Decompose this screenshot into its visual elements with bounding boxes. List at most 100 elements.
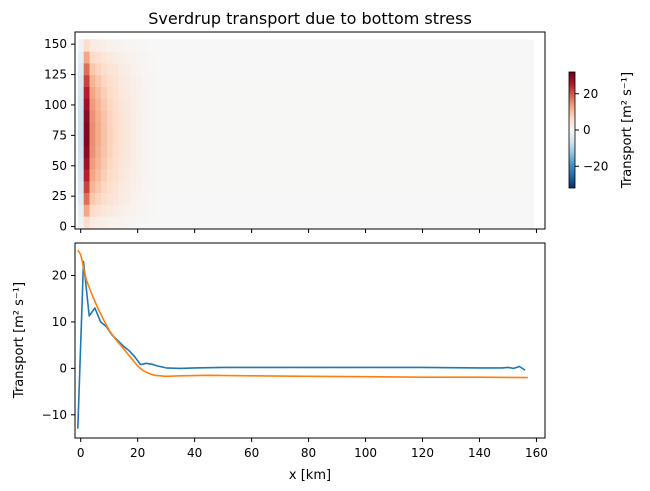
line-frame bbox=[74, 242, 546, 439]
heatmap-cell bbox=[130, 74, 137, 88]
heatmap-cell bbox=[112, 39, 120, 52]
heatmap-cell bbox=[135, 121, 143, 135]
heatmap-cell bbox=[141, 109, 149, 123]
heatmap-cell bbox=[89, 204, 96, 217]
heatmap-cell bbox=[141, 74, 149, 88]
heatmap-y-tick-label: 0 bbox=[59, 220, 67, 234]
heatmap-cell bbox=[112, 204, 120, 217]
heatmap-cell bbox=[95, 204, 102, 217]
heatmap-cell bbox=[135, 51, 143, 64]
heatmap-cell bbox=[95, 168, 102, 182]
heatmap-y-tick-label: 125 bbox=[44, 68, 67, 82]
heatmap-cell bbox=[135, 109, 143, 123]
heatmap-cell bbox=[83, 133, 91, 146]
heatmap-cell bbox=[124, 145, 131, 158]
heatmap-cell bbox=[124, 39, 131, 52]
heatmap-cell bbox=[83, 157, 91, 170]
heatmap-cell bbox=[135, 192, 143, 205]
heatmap-cell bbox=[95, 86, 102, 99]
heatmap-panel: 0 25 50 75 100 125 150 bbox=[44, 31, 546, 234]
heatmap-cell bbox=[124, 98, 131, 111]
line-x-tick-label: 80 bbox=[301, 446, 316, 460]
colorbar-label: Transport [m² s⁻¹] bbox=[620, 72, 635, 189]
heatmap-cell bbox=[130, 109, 137, 123]
heatmap-cell bbox=[77, 180, 85, 194]
heatmap-cell bbox=[118, 98, 125, 111]
heatmap-cell bbox=[130, 216, 137, 229]
heatmap-cell bbox=[147, 109, 157, 123]
heatmap-cell bbox=[89, 168, 96, 182]
heatmap-cell bbox=[147, 133, 157, 146]
heatmap-y-tick-label: 50 bbox=[52, 159, 67, 173]
heatmap-cell bbox=[112, 157, 120, 170]
heatmap-cell bbox=[141, 157, 149, 170]
heatmap-cell bbox=[77, 133, 85, 146]
heatmap-cell bbox=[147, 145, 157, 158]
heatmap-cell bbox=[135, 145, 143, 158]
heatmap-cell bbox=[141, 180, 149, 194]
heatmap-cell bbox=[101, 109, 108, 123]
heatmap-cell bbox=[130, 51, 137, 64]
heatmap-cell bbox=[89, 51, 96, 64]
heatmap-cell bbox=[83, 168, 91, 182]
heatmap-cell bbox=[156, 180, 534, 194]
heatmap-cell bbox=[83, 86, 91, 99]
heatmap-cell bbox=[156, 98, 534, 111]
heatmap-cell bbox=[101, 62, 108, 76]
heatmap-y-tick-label: 150 bbox=[44, 37, 67, 51]
heatmap-cell bbox=[130, 204, 137, 217]
heatmap-cell bbox=[101, 121, 108, 135]
heatmap-cell bbox=[147, 168, 157, 182]
heatmap-y-axis: 0 25 50 75 100 125 150 bbox=[44, 37, 75, 234]
heatmap-cell bbox=[106, 74, 114, 88]
heatmap-cell bbox=[112, 121, 120, 135]
heatmap-cell bbox=[77, 121, 85, 135]
line-x-tick-label: 120 bbox=[411, 446, 434, 460]
heatmap-cell bbox=[83, 216, 91, 229]
heatmap-cell bbox=[95, 62, 102, 76]
heatmap-cell bbox=[77, 109, 85, 123]
heatmap-cell bbox=[106, 145, 114, 158]
line-x-tick-label: 0 bbox=[77, 446, 85, 460]
line-y-tick-label: 20 bbox=[52, 269, 67, 283]
line-x-tick-label: 40 bbox=[187, 446, 202, 460]
heatmap-x-axis bbox=[80, 229, 537, 233]
heatmap-cell bbox=[156, 168, 534, 182]
heatmap-cell bbox=[135, 204, 143, 217]
heatmap-cell bbox=[118, 51, 125, 64]
heatmap-cell bbox=[95, 74, 102, 88]
line-y-axis: −10 0 10 20 bbox=[42, 269, 75, 422]
heatmap-cell bbox=[135, 39, 143, 52]
x-axis-label: x [km] bbox=[289, 468, 331, 483]
heatmap-cell bbox=[118, 39, 125, 52]
heatmap-cell bbox=[135, 62, 143, 76]
heatmap-cell bbox=[135, 133, 143, 146]
heatmap-cell bbox=[112, 133, 120, 146]
heatmap-cell bbox=[118, 216, 125, 229]
heatmap-cell bbox=[83, 121, 91, 135]
heatmap-cell bbox=[112, 98, 120, 111]
heatmap-cell bbox=[95, 133, 102, 146]
heatmap-cell bbox=[118, 86, 125, 99]
chart-title: Sverdrup transport due to bottom stress bbox=[148, 9, 472, 28]
heatmap-cell bbox=[83, 98, 91, 111]
heatmap-cell bbox=[77, 86, 85, 99]
heatmap-cell bbox=[147, 51, 157, 64]
colorbar: −20 0 20 Transport [m² s⁻¹] bbox=[568, 71, 635, 189]
heatmap-cell bbox=[124, 109, 131, 123]
heatmap-cell bbox=[89, 216, 96, 229]
heatmap-cell bbox=[106, 121, 114, 135]
heatmap-cell bbox=[147, 216, 157, 229]
heatmap-cell bbox=[83, 180, 91, 194]
heatmap-cell bbox=[156, 133, 534, 146]
heatmap-cell bbox=[141, 121, 149, 135]
heatmap-cell bbox=[83, 109, 91, 123]
heatmap-cell bbox=[118, 204, 125, 217]
heatmap-cell bbox=[112, 62, 120, 76]
series-line-2 bbox=[77, 249, 528, 379]
line-x-tick-label: 20 bbox=[130, 446, 145, 460]
heatmap-cell bbox=[106, 109, 114, 123]
heatmap-cell bbox=[124, 204, 131, 217]
heatmap-cell bbox=[89, 121, 96, 135]
heatmap-cell bbox=[106, 168, 114, 182]
